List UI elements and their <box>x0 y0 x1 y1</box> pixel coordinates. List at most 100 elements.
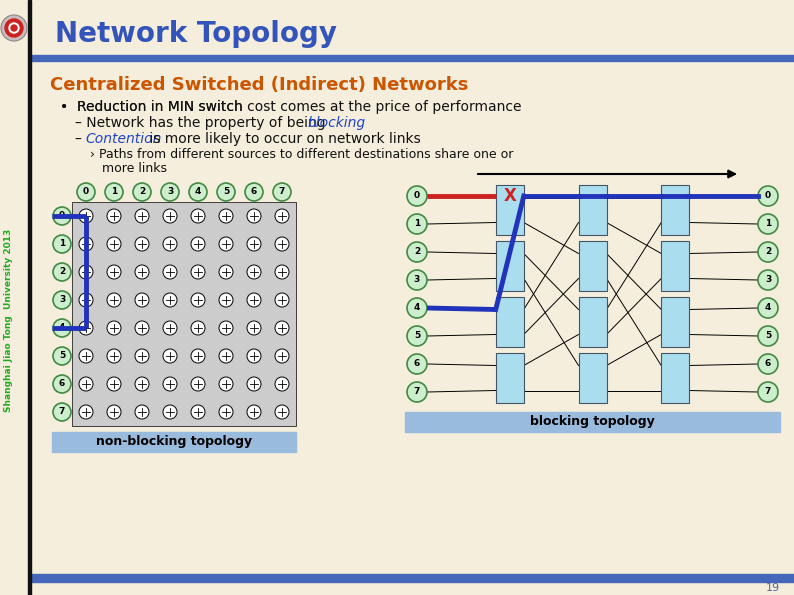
Circle shape <box>758 382 778 402</box>
Circle shape <box>79 237 93 251</box>
Circle shape <box>107 265 121 279</box>
Circle shape <box>407 382 427 402</box>
Bar <box>31 574 794 582</box>
Circle shape <box>53 319 71 337</box>
Bar <box>495 185 524 235</box>
Text: › Paths from different sources to different destinations share one or: › Paths from different sources to differ… <box>90 148 514 161</box>
Text: 0: 0 <box>414 192 420 201</box>
Circle shape <box>5 19 23 37</box>
Circle shape <box>135 265 149 279</box>
Circle shape <box>245 183 263 201</box>
Text: 4: 4 <box>765 303 771 312</box>
Circle shape <box>275 321 289 335</box>
Text: 6: 6 <box>59 380 65 389</box>
Bar <box>579 185 607 235</box>
Circle shape <box>107 237 121 251</box>
Circle shape <box>275 349 289 363</box>
Text: – Network has the property of being: – Network has the property of being <box>75 116 330 130</box>
Text: 2: 2 <box>59 268 65 277</box>
Circle shape <box>247 349 261 363</box>
Bar <box>579 241 607 291</box>
Text: 2: 2 <box>139 187 145 196</box>
Circle shape <box>191 237 205 251</box>
Text: 0: 0 <box>83 187 89 196</box>
Text: 3: 3 <box>765 275 771 284</box>
Text: 5: 5 <box>765 331 771 340</box>
Circle shape <box>247 209 261 223</box>
Circle shape <box>247 321 261 335</box>
Circle shape <box>275 237 289 251</box>
Text: 1: 1 <box>765 220 771 228</box>
Circle shape <box>163 237 177 251</box>
Text: 3: 3 <box>59 296 65 305</box>
Circle shape <box>135 321 149 335</box>
Bar <box>579 353 607 403</box>
Circle shape <box>135 209 149 223</box>
Circle shape <box>758 242 778 262</box>
Circle shape <box>53 235 71 253</box>
Circle shape <box>407 186 427 206</box>
Text: Centralized Switched (Indirect) Networks: Centralized Switched (Indirect) Networks <box>50 76 468 94</box>
Text: non-blocking topology: non-blocking topology <box>96 436 252 449</box>
Circle shape <box>77 183 95 201</box>
Circle shape <box>275 265 289 279</box>
Text: •  Reduction in MIN switch cost comes at the price of performance: • Reduction in MIN switch cost comes at … <box>60 100 522 114</box>
Bar <box>495 241 524 291</box>
Circle shape <box>163 349 177 363</box>
Circle shape <box>79 349 93 363</box>
Text: 3: 3 <box>414 275 420 284</box>
Text: 7: 7 <box>765 387 771 396</box>
Circle shape <box>247 293 261 307</box>
Circle shape <box>407 270 427 290</box>
Text: –: – <box>75 132 87 146</box>
Text: 6: 6 <box>251 187 257 196</box>
Text: 2: 2 <box>765 248 771 256</box>
Text: 5: 5 <box>223 187 229 196</box>
Circle shape <box>247 237 261 251</box>
Circle shape <box>107 349 121 363</box>
Circle shape <box>191 321 205 335</box>
Circle shape <box>191 349 205 363</box>
Circle shape <box>758 354 778 374</box>
Circle shape <box>275 293 289 307</box>
Circle shape <box>163 209 177 223</box>
Text: 5: 5 <box>59 352 65 361</box>
Bar <box>72 202 296 426</box>
Bar <box>52 432 296 452</box>
Circle shape <box>407 298 427 318</box>
Circle shape <box>105 183 123 201</box>
Bar <box>495 353 524 403</box>
Circle shape <box>273 183 291 201</box>
Bar <box>579 297 607 347</box>
Circle shape <box>163 405 177 419</box>
Circle shape <box>191 265 205 279</box>
Circle shape <box>191 405 205 419</box>
Text: Network Topology: Network Topology <box>55 20 337 48</box>
Circle shape <box>107 293 121 307</box>
Circle shape <box>53 347 71 365</box>
Circle shape <box>163 377 177 391</box>
Bar <box>661 241 689 291</box>
Text: 0: 0 <box>59 211 65 221</box>
Circle shape <box>219 237 233 251</box>
Text: 4: 4 <box>195 187 201 196</box>
Circle shape <box>107 377 121 391</box>
Circle shape <box>79 405 93 419</box>
Text: 19: 19 <box>766 583 780 593</box>
Circle shape <box>247 265 261 279</box>
Circle shape <box>53 291 71 309</box>
Text: 5: 5 <box>414 331 420 340</box>
Circle shape <box>219 321 233 335</box>
Text: more links: more links <box>102 162 167 175</box>
Circle shape <box>219 405 233 419</box>
Circle shape <box>107 321 121 335</box>
Circle shape <box>407 214 427 234</box>
Circle shape <box>135 349 149 363</box>
Text: blocking: blocking <box>307 116 365 130</box>
Circle shape <box>191 377 205 391</box>
Text: 7: 7 <box>59 408 65 416</box>
Text: 4: 4 <box>414 303 420 312</box>
Circle shape <box>79 265 93 279</box>
Circle shape <box>79 377 93 391</box>
Circle shape <box>247 377 261 391</box>
